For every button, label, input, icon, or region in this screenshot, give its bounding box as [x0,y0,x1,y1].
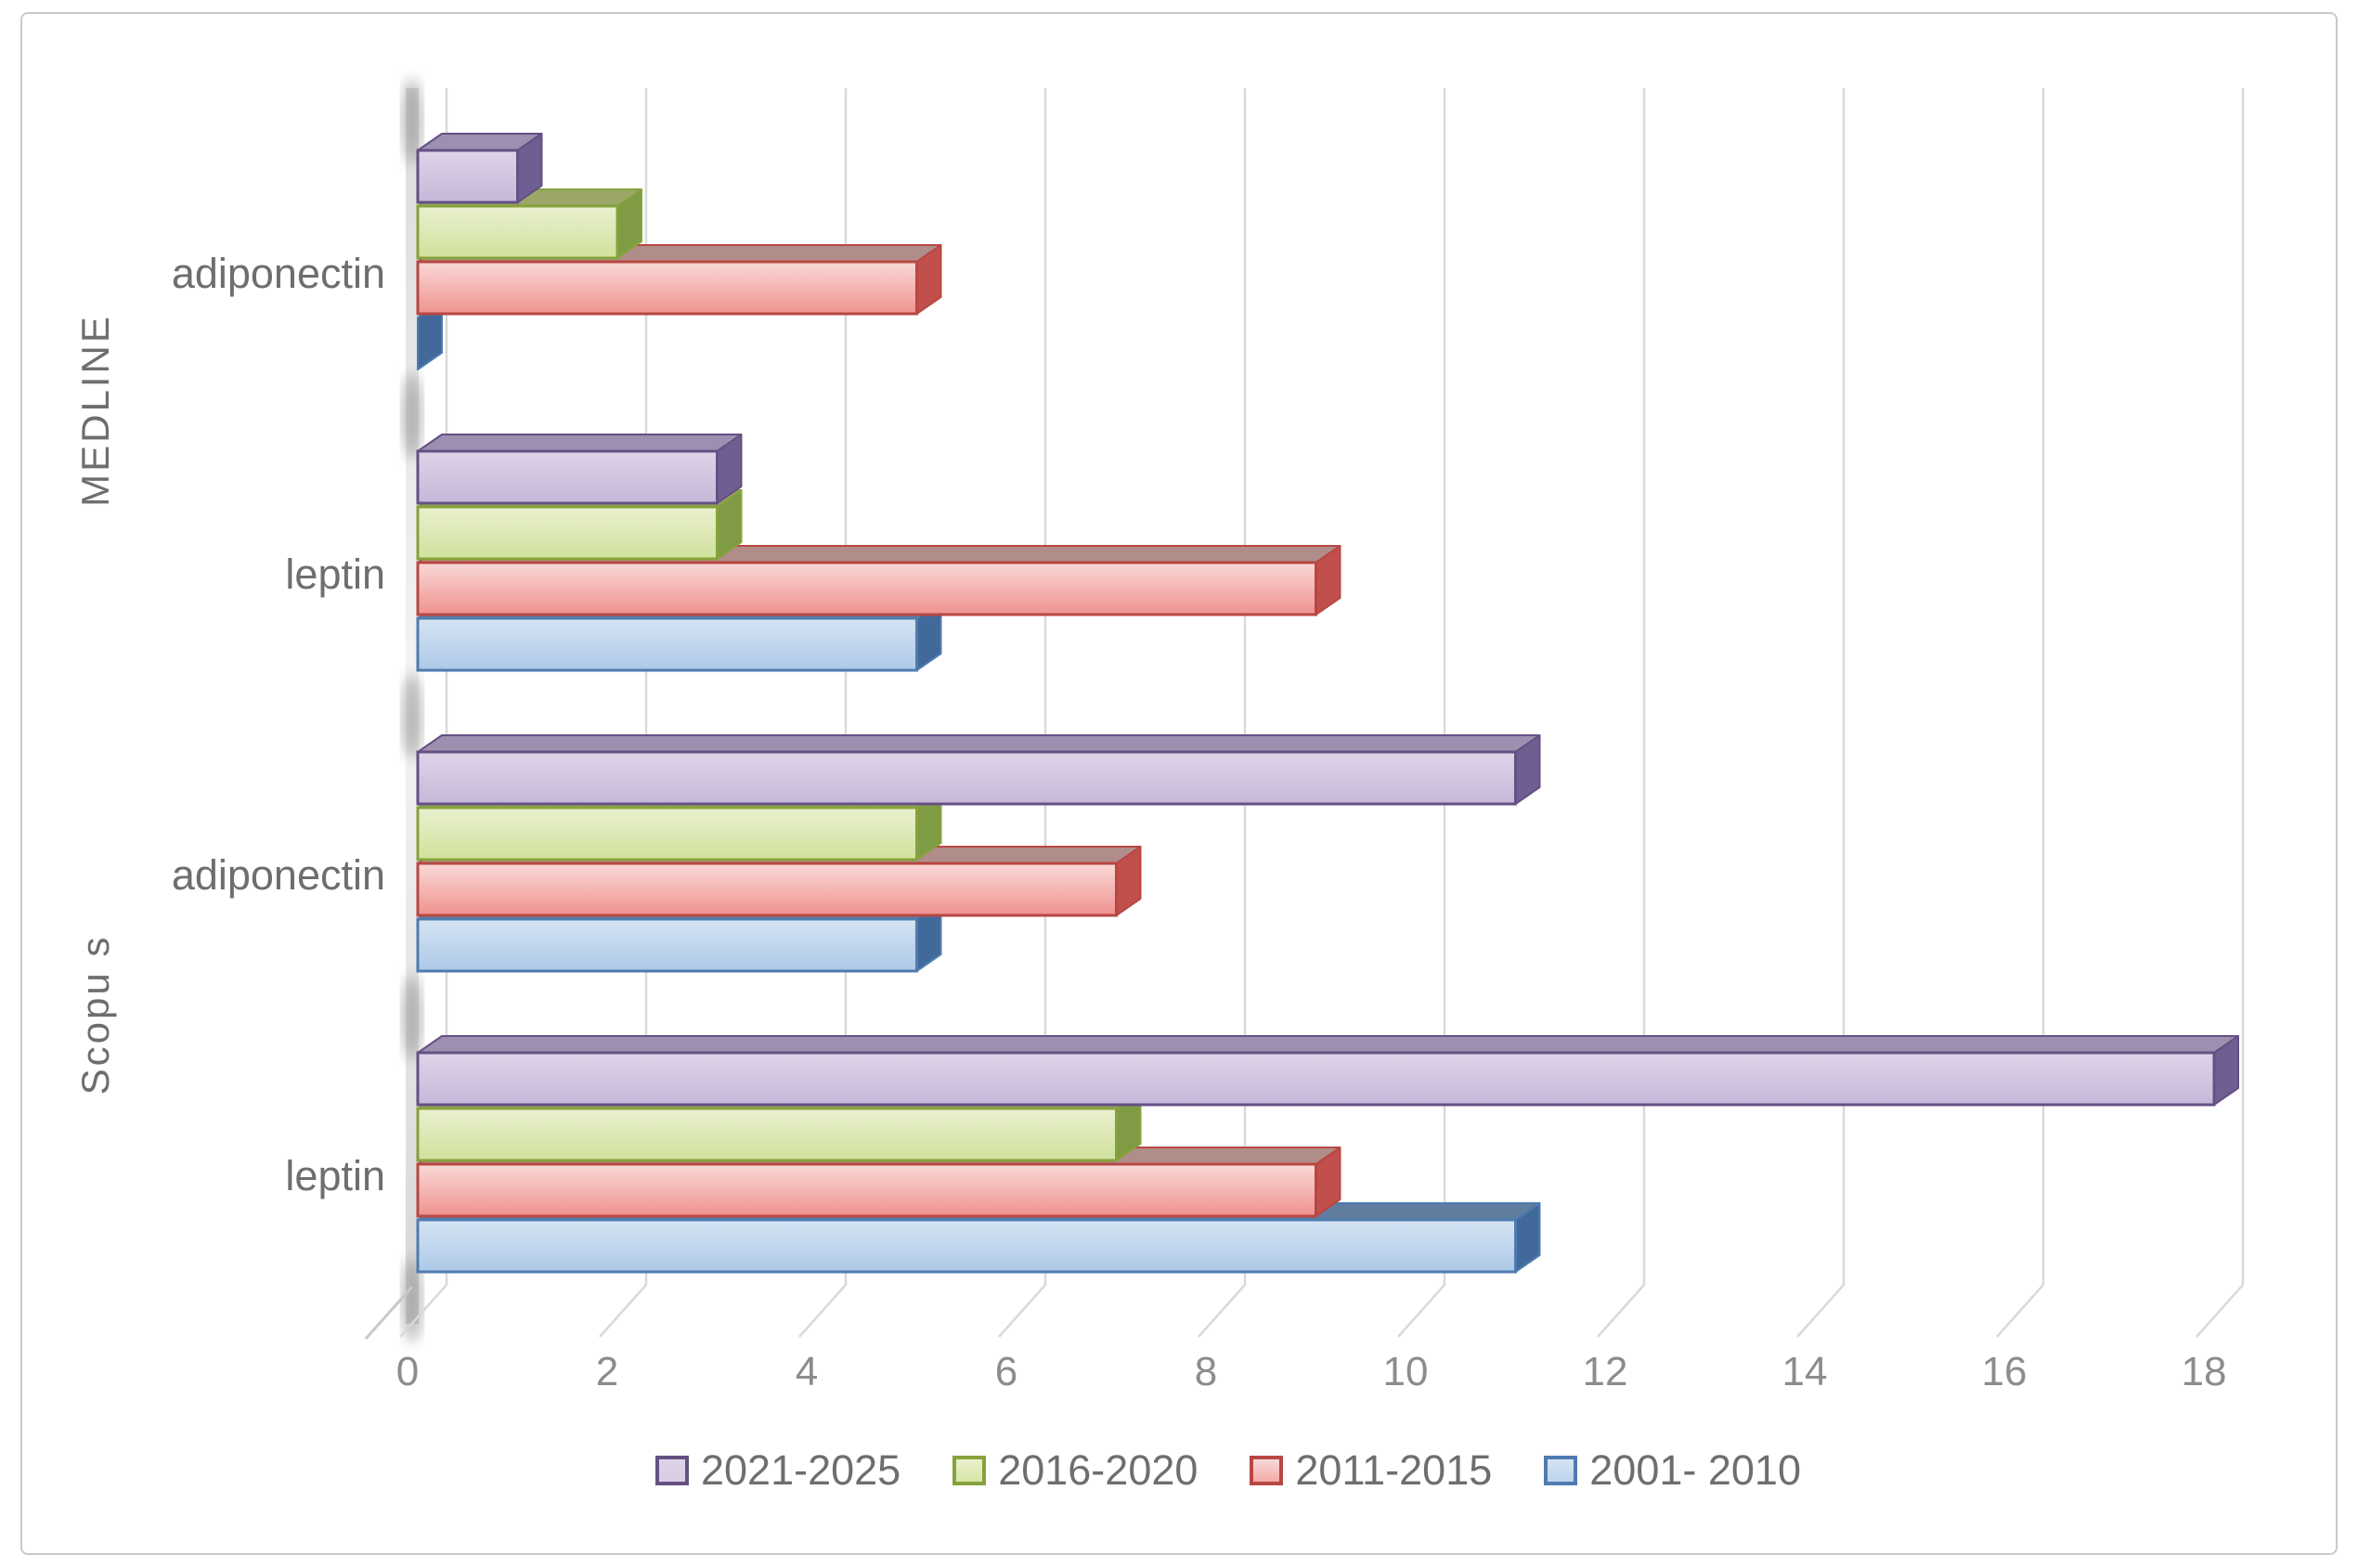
category-label-medline-leptin: leptin [285,551,385,598]
legend-item-2011-2015: 2011-2015 [1250,1446,1492,1495]
x-tick-label-16: 16 [1982,1349,2028,1394]
legend-label-2011-2015: 2011-2015 [1295,1446,1493,1494]
bar-medline-adiponectin-2021-2025 [416,149,519,204]
bar-scopus-adiponectin-2021-2025 [416,750,1517,806]
bar-medline-adiponectin-2011-2015 [416,260,918,316]
category-label-medline-adiponectin: adiponectin [171,250,385,297]
legend-swatch-2016-2020 [952,1456,987,1485]
legend-swatch-2001-2010 [1544,1456,1578,1485]
bar-scopus-leptin-2011-2015 [416,1162,1317,1218]
legend-label-2021-2025: 2021-2025 [701,1446,901,1494]
floor-edge-left [364,1286,414,1340]
x-tick-label-6: 6 [995,1349,1017,1394]
bar-top-face-scopus-adiponectin-2021-2025 [417,734,1541,753]
gridline-tail-x-16 [1996,1284,2044,1338]
gridline-tail-x-6 [998,1284,1046,1338]
x-tick-label-0: 0 [396,1349,419,1394]
gridline-tail-x-8 [1198,1284,1246,1338]
legend-item-2021-2025: 2021-2025 [655,1446,900,1495]
category-label-scopus-adiponectin: adiponectin [171,851,385,899]
legend-swatch-2011-2015 [1250,1456,1284,1485]
gridline-tail-x-0 [399,1284,447,1338]
bar-scopus-adiponectin-2016-2020 [416,806,918,862]
category-label-scopus-leptin: leptin [285,1152,385,1199]
gridline-tail-x-18 [2196,1284,2244,1338]
gridline-tail-x-10 [1397,1284,1445,1338]
bar-scopus-leptin-2001-2010 [416,1218,1517,1274]
bar-scopus-adiponectin-2001-2010 [416,917,918,973]
legend-swatch-2021-2025 [655,1456,689,1485]
axis-group-label-medline: MEDLINE [73,314,117,507]
wall-shadow-smudge [402,78,422,163]
legend-label-2016-2020: 2016-2020 [998,1446,1198,1494]
bar-top-face-scopus-leptin-2021-2025 [417,1035,2239,1054]
legend-item-2016-2020: 2016-2020 [952,1446,1198,1495]
gridline-tail-x-14 [1796,1284,1845,1338]
wall-shadow-smudge [402,674,422,759]
legend-label-2001-2010: 2001- 2010 [1589,1446,1801,1494]
x-tick-label-2: 2 [596,1349,618,1394]
x-tick-label-14: 14 [1782,1349,1828,1394]
bar-medline-leptin-2001-2010 [416,616,918,672]
x-tick-label-10: 10 [1383,1349,1429,1394]
bar-medline-leptin-2011-2015 [416,561,1317,616]
x-tick-label-8: 8 [1195,1349,1217,1394]
x-tick-label-18: 18 [2182,1349,2227,1394]
bar-medline-adiponectin-2016-2020 [416,204,619,260]
gridline-tail-x-12 [1597,1284,1645,1338]
bar-top-face-medline-leptin-2021-2025 [417,434,743,452]
bar-scopus-leptin-2016-2020 [416,1107,1118,1162]
bar-scopus-adiponectin-2011-2015 [416,862,1118,917]
x-tick-label-12: 12 [1583,1349,1628,1394]
x-tick-label-4: 4 [796,1349,818,1394]
gridline-tail-x-4 [798,1284,847,1338]
wall-shadow-smudge [402,1257,422,1342]
axis-group-label-scopus: Scopu s [73,934,117,1095]
wall-shadow-smudge [402,975,422,1060]
gridline-tail-x-2 [599,1284,647,1338]
legend-item-2001-2010: 2001- 2010 [1544,1446,1801,1495]
bar-medline-leptin-2021-2025 [416,449,719,505]
bar-medline-leptin-2016-2020 [416,505,719,561]
chart-legend: 2021-2025 2016-2020 2011-2015 2001- 2010 [655,1446,1801,1495]
wall-shadow-smudge [402,373,422,459]
bar-scopus-leptin-2021-2025 [416,1051,2216,1107]
